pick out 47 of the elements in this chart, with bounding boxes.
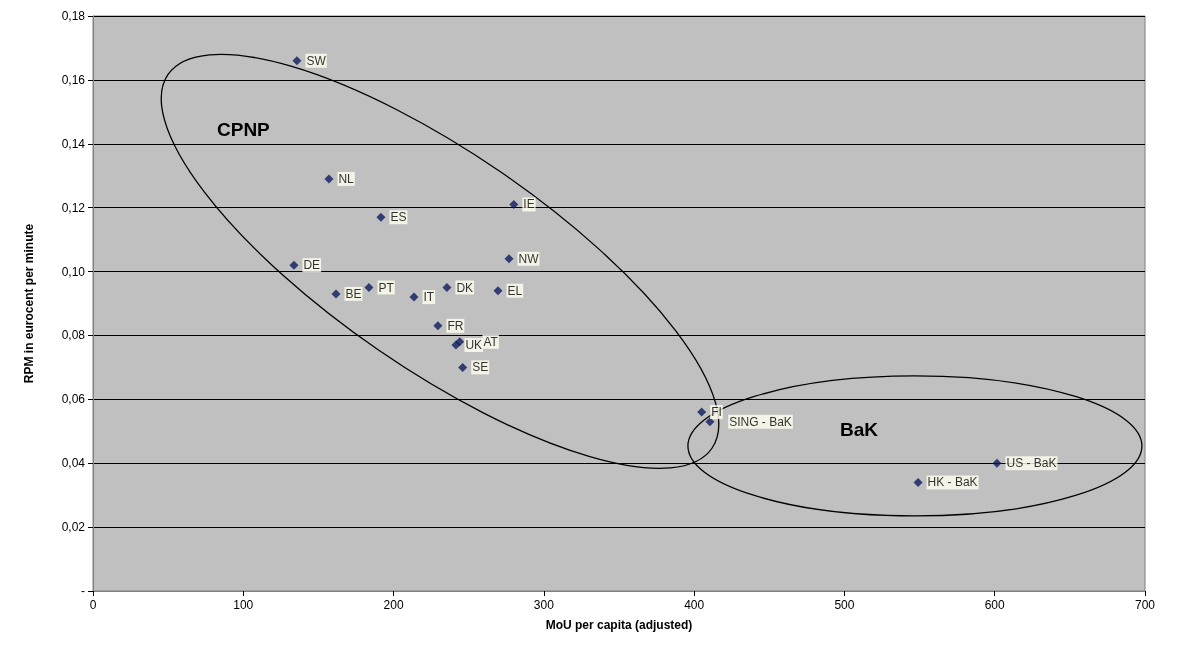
y-tick-label: 0,14 [61,136,86,151]
data-label: SE [472,360,489,375]
annotation: BaK [840,419,879,440]
y-tick-label: 0,18 [61,9,86,23]
y-tick-label: 0,10 [61,264,86,279]
point [992,458,1002,468]
x-tick-label: 0 [89,598,97,612]
data-label: UK [465,338,483,353]
point [455,337,465,347]
y-tick-label: 0,16 [61,72,86,87]
point [458,362,468,372]
data-label: HK - BaK [927,475,978,490]
data-label: FR [447,318,464,333]
x-tick-label: 400 [684,598,705,612]
y-axis-title: RPM in eurocent per minute [22,223,36,384]
y-tick-label: 0,02 [61,520,86,535]
data-label: AT [483,334,499,349]
x-tick-label: 100 [233,598,254,612]
x-tick-label: 700 [1134,598,1156,612]
data-label: PT [378,280,395,295]
data-label: IE [523,197,535,212]
data-label: EL [507,283,523,298]
y-tick-label: 0,08 [61,328,86,343]
y-tick-label: 0,12 [61,200,86,215]
y-tick-label: 0,06 [61,392,86,407]
y-tick-label: 0,04 [61,456,86,471]
x-tick-label: 500 [834,598,855,612]
data-label: DK [456,280,474,295]
data-label: US - BaK [1006,456,1057,471]
data-label: NW [518,251,540,266]
x-tick-label: 300 [533,598,555,612]
data-label: DE [303,258,321,273]
data-label: SING - BaK [729,414,792,429]
data-label: ES [390,210,407,225]
data-label: FI [711,405,722,420]
point [364,283,374,293]
annotation: CPNP [217,119,271,140]
x-axis-title: MoU per capita (adjusted) [545,618,693,632]
data-label: BE [345,286,362,301]
data-label: NL [338,171,355,186]
data-label: IT [423,290,435,305]
data-label: SW [306,53,327,68]
x-tick-label: 200 [383,598,404,612]
x-tick-label: 600 [984,598,1006,612]
point [442,283,452,293]
y-tick-label: - [81,584,85,598]
point [509,199,519,209]
